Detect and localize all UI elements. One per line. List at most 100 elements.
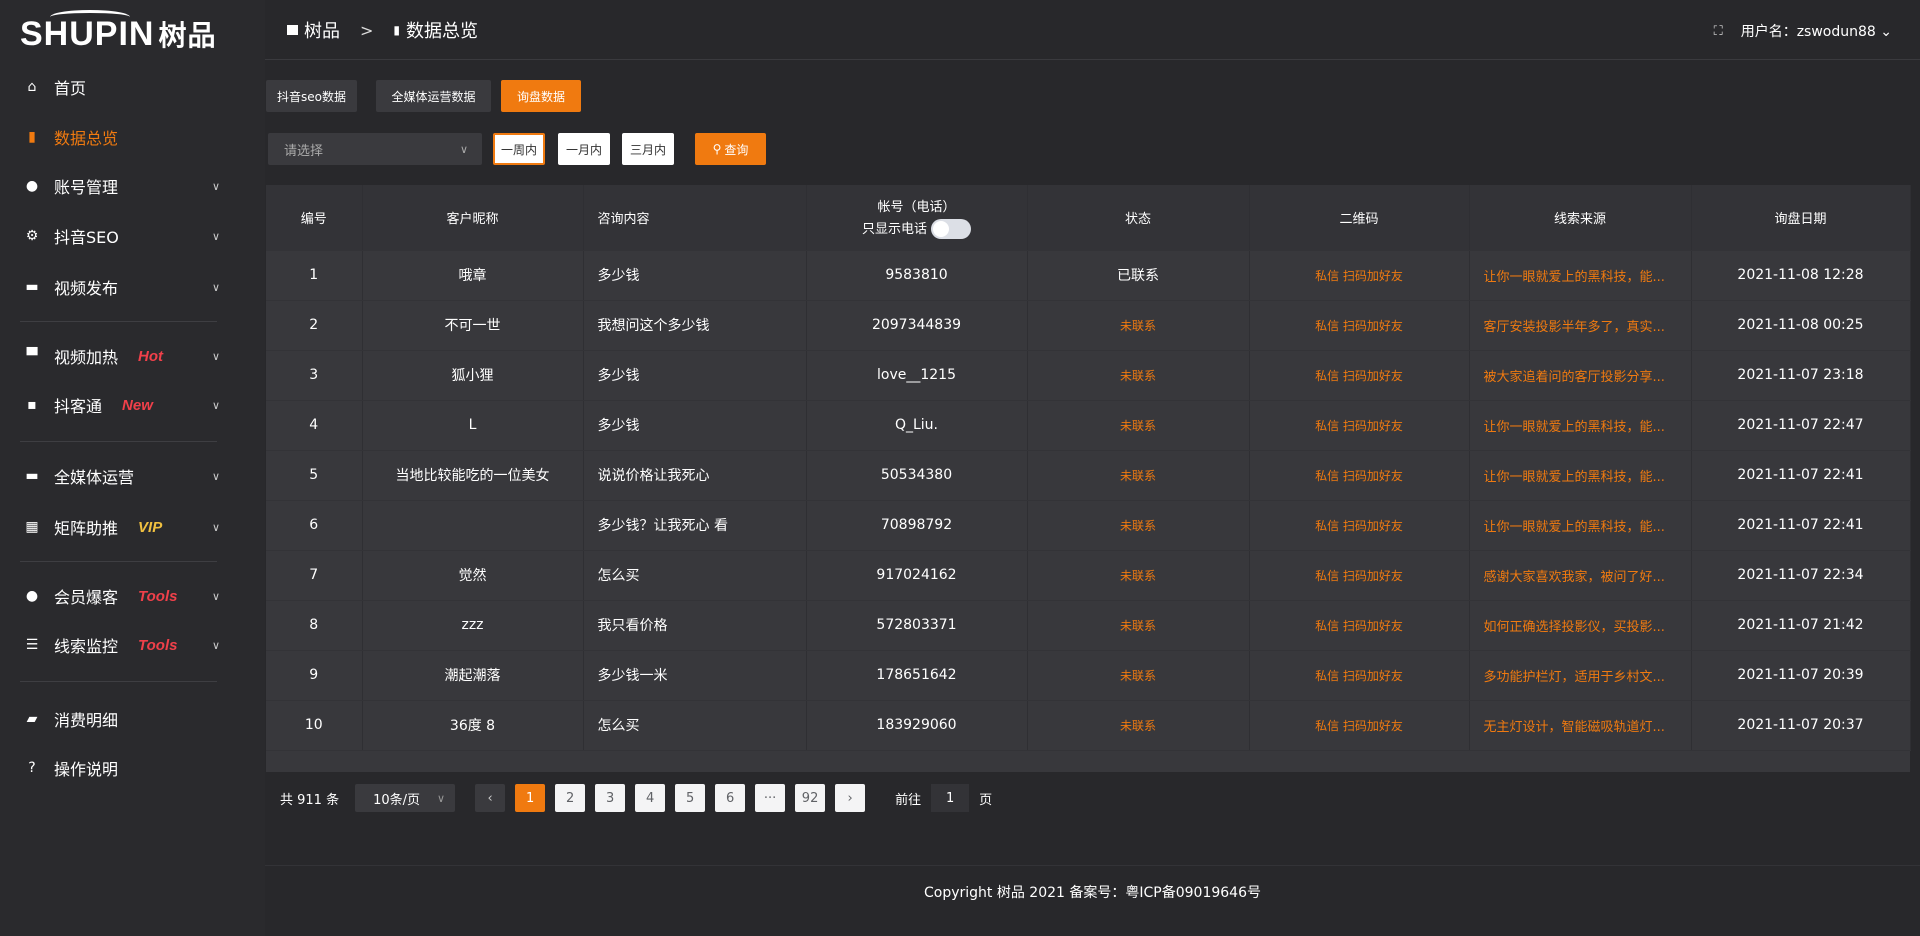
cell-content: 多少钱 — [583, 400, 807, 451]
cell-source[interactable]: 让你一眼就爱上的黑科技，能... — [1469, 400, 1692, 451]
cell-account: 70898792 — [806, 500, 1028, 551]
cell-source[interactable]: 客厅安装投影半年多了，真实... — [1469, 300, 1692, 351]
cell-content: 我只看价格 — [583, 600, 807, 651]
cell-qrcode[interactable]: 私信 扫码加好友 — [1249, 700, 1470, 751]
cell-source[interactable]: 多功能护栏灯，适用于乡村文... — [1469, 650, 1692, 701]
page-button[interactable]: 2 — [555, 784, 586, 812]
sidebar-item-4[interactable]: ▬ 视频发布 ∨ — [0, 267, 265, 307]
cell-date: 2021-11-08 00:25 — [1691, 300, 1911, 351]
cell-qrcode[interactable]: 私信 扫码加好友 — [1249, 500, 1470, 551]
cell-source[interactable]: 被大家追着问的客厅投影分享... — [1469, 350, 1692, 401]
cell-content: 多少钱一米 — [583, 650, 807, 701]
page-size-select[interactable]: 10条/页 ∨ — [355, 784, 456, 812]
cell-qrcode[interactable]: 私信 扫码加好友 — [1249, 250, 1470, 301]
cell-id: 9 — [266, 650, 363, 701]
cell-id: 7 — [266, 550, 363, 601]
video-icon: ▬ — [25, 279, 39, 295]
sidebar-item-label: 视频加热 — [54, 348, 119, 367]
phone-only-toggle[interactable] — [931, 219, 971, 239]
cell-date: 2021-11-07 22:41 — [1691, 450, 1911, 501]
cell-qrcode[interactable]: 私信 扫码加好友 — [1249, 400, 1470, 451]
page-button[interactable]: 1 — [515, 784, 546, 812]
cell-date: 2021-11-07 22:47 — [1691, 400, 1911, 451]
cell-date: 2021-11-07 23:18 — [1691, 350, 1911, 401]
user-menu[interactable]: 用户名：zswodun88 ⌄ — [1741, 21, 1892, 41]
table-row: 10 36度 8 怎么买 183929060 未联系 私信 扫码加好友 无主灯设计，智能磁吸… — [266, 700, 1911, 751]
tab-douyin-seo[interactable]: 抖音seo数据 — [266, 80, 357, 112]
gear-icon: ⚙ — [25, 228, 39, 244]
sidebar-item-9[interactable]: ● 会员爆客 Tools ∨ — [0, 576, 265, 616]
cell-qrcode[interactable]: 私信 扫码加好友 — [1249, 600, 1470, 651]
sidebar-item-7[interactable]: ▬ 全媒体运营 ∨ — [0, 456, 265, 496]
tab-inquiry[interactable]: 询盘数据 — [501, 80, 581, 112]
sidebar-item-11[interactable]: ▰ 消费明细 — [0, 699, 265, 739]
cell-id: 10 — [266, 700, 363, 751]
cell-id: 5 — [266, 450, 363, 501]
page-button[interactable]: 5 — [675, 784, 706, 812]
divider — [20, 321, 217, 322]
cell-id: 4 — [266, 400, 363, 451]
sidebar-item-3[interactable]: ⚙ 抖音SEO ∨ — [0, 216, 265, 256]
cell-qrcode[interactable]: 私信 扫码加好友 — [1249, 350, 1470, 401]
chevron-down-icon: ∨ — [212, 520, 221, 534]
cell-source[interactable]: 让你一眼就爱上的黑科技，能... — [1469, 500, 1692, 551]
page-button[interactable]: 4 — [635, 784, 666, 812]
cell-content: 多少钱 — [583, 250, 807, 301]
range-month-button[interactable]: 一月内 — [558, 133, 610, 165]
sidebar-item-0[interactable]: ⌂ 首页 — [0, 67, 265, 107]
cell-source[interactable]: 让你一眼就爱上的黑科技，能... — [1469, 250, 1692, 301]
page-button[interactable]: 92 — [795, 784, 826, 812]
cell-qrcode[interactable]: 私信 扫码加好友 — [1249, 450, 1470, 501]
cell-source[interactable]: 感谢大家喜欢我家，被问了好... — [1469, 550, 1692, 601]
cell-qrcode[interactable]: 私信 扫码加好友 — [1249, 300, 1470, 351]
goto-page-input[interactable]: 1 — [931, 784, 970, 812]
prev-page-button[interactable]: ‹ — [475, 784, 506, 812]
cell-status: 未联系 — [1027, 350, 1250, 401]
sidebar-item-6[interactable]: ▪ 抖客通 New ∨ — [0, 385, 265, 425]
inquiry-table: 编号 客户昵称 咨询内容 帐号（电话） 只显示电话 状态 二维码 线索来源 询盘日… — [266, 185, 1911, 772]
bar-chart-icon: ▮ — [393, 23, 401, 37]
sidebar-item-1[interactable]: ▮ 数据总览 — [0, 117, 265, 157]
range-3month-button[interactable]: 三月内 — [622, 133, 674, 165]
page-button[interactable]: 3 — [595, 784, 626, 812]
table-row: 7 觉然 怎么买 917024162 未联系 私信 扫码加好友 感谢大家喜欢我家，被问了好.… — [266, 550, 1911, 601]
header-status: 状态 — [1027, 185, 1250, 251]
sidebar-item-10[interactable]: ☰ 线索监控 Tools ∨ — [0, 625, 265, 665]
breadcrumb-separator: > — [360, 20, 374, 40]
cell-id: 3 — [266, 350, 363, 401]
sidebar-item-8[interactable]: ▦ 矩阵助推 VIP ∨ — [0, 507, 265, 547]
tab-all-media[interactable]: 全媒体运营数据 — [376, 80, 491, 112]
cell-source[interactable]: 无主灯设计，智能磁吸轨道灯... — [1469, 700, 1692, 751]
sidebar-item-2[interactable]: ● 账号管理 ∨ — [0, 166, 265, 206]
sidebar-item-5[interactable]: ▀ 视频加热 Hot ∨ — [0, 336, 265, 376]
cell-date: 2021-11-08 12:28 — [1691, 250, 1911, 301]
query-button[interactable]: ⚲ 查询 — [695, 133, 766, 165]
range-week-button[interactable]: 一周内 — [493, 133, 545, 165]
page-button[interactable]: 6 — [715, 784, 746, 812]
sidebar-badge: VIP — [138, 518, 163, 536]
cell-nickname: 36度 8 — [362, 700, 584, 751]
cell-qrcode[interactable]: 私信 扫码加好友 — [1249, 650, 1470, 701]
fullscreen-icon[interactable]: ⛶ — [1713, 23, 1723, 39]
sidebar-badge: New — [122, 396, 153, 414]
user-icon: ● — [25, 178, 39, 194]
account-select[interactable]: 请选择 ∨ — [268, 133, 482, 165]
next-page-button[interactable]: › — [835, 784, 866, 812]
cell-qrcode[interactable]: 私信 扫码加好友 — [1249, 550, 1470, 601]
breadcrumb-home[interactable]: 树品 — [304, 21, 340, 42]
cell-source[interactable]: 让你一眼就爱上的黑科技，能... — [1469, 450, 1692, 501]
table-row: 4 L 多少钱 Q_Liu. 未联系 私信 扫码加好友 让你一眼就爱上的黑科技，能... 20… — [266, 400, 1911, 451]
cell-date: 2021-11-07 22:41 — [1691, 500, 1911, 551]
chevron-down-icon: ∨ — [212, 229, 221, 243]
sidebar-item-label: 线索监控 — [54, 637, 119, 656]
goto-label: 前往 — [895, 792, 922, 808]
sidebar-item-12[interactable]: ? 操作说明 — [0, 748, 265, 788]
sidebar-item-label: 矩阵助推 — [54, 519, 119, 538]
page-button[interactable]: ··· — [755, 784, 786, 812]
sidebar: SHUPIN 树品 ⌂ 首页 ▮ 数据总览 ● 账号管理 ∨ ⚙ 抖音SEO ∨ ▬ 视频发布 ∨ ▀ 视频加… — [0, 0, 265, 936]
sidebar-badge: Tools — [138, 636, 178, 654]
cell-source[interactable]: 如何正确选择投影仪，买投影... — [1469, 600, 1692, 651]
chevron-down-icon: ∨ — [212, 179, 221, 193]
sidebar-item-label: 会员爆客 — [54, 588, 119, 607]
select-placeholder: 请选择 — [284, 143, 324, 159]
